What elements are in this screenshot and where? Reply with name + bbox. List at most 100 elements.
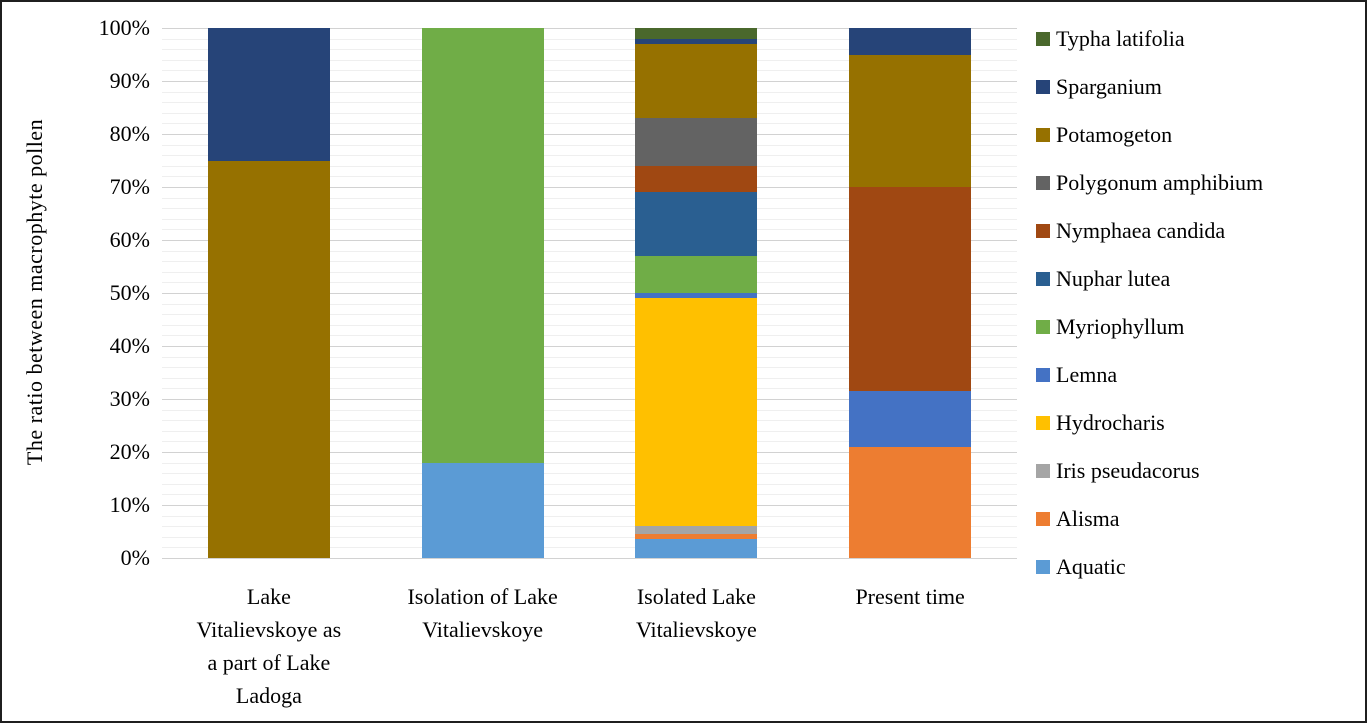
plot-area <box>162 28 1017 559</box>
bar-segment-iris-pseudacorus <box>635 526 758 535</box>
major-gridline <box>162 240 1017 241</box>
stacked-bar-lake-vitalievskoye-as-a-part-of-lake-ladoga <box>207 28 330 558</box>
y-axis-tick-label: 30% <box>109 386 150 411</box>
major-gridline <box>162 293 1017 294</box>
x-axis-label-present-time: Present time <box>795 580 1025 613</box>
legend-label: Iris pseudacorus <box>1056 458 1200 483</box>
minor-gridline <box>162 324 1017 326</box>
minor-gridline <box>162 494 1017 496</box>
minor-gridline <box>162 473 1017 475</box>
minor-gridline <box>162 176 1017 178</box>
x-axis-label-line: Ladoga <box>235 683 302 708</box>
minor-gridline <box>162 70 1017 72</box>
legend-label: Alisma <box>1056 506 1120 531</box>
legend-label: Potamogeton <box>1056 122 1173 147</box>
legend-swatch-icon <box>1036 80 1050 94</box>
legend-label: Hydrocharis <box>1056 410 1165 435</box>
x-axis-label-line: Isolation of Lake <box>407 584 558 609</box>
minor-gridline <box>162 155 1017 157</box>
legend-item-polygonum-amphibium: Polygonum amphibium <box>1036 169 1263 197</box>
minor-gridline <box>162 547 1017 549</box>
x-axis-label-line: Lake <box>246 584 291 609</box>
minor-gridline <box>162 462 1017 464</box>
bar-segment-potamogeton <box>635 43 758 119</box>
minor-gridline <box>162 49 1017 51</box>
y-axis-tick-label: 40% <box>109 333 150 358</box>
minor-gridline <box>162 102 1017 104</box>
bar-segment-nuphar-lutea <box>635 192 758 256</box>
legend-swatch-icon <box>1036 32 1050 46</box>
minor-gridline <box>162 409 1017 411</box>
minor-gridline <box>162 420 1017 422</box>
minor-gridline <box>162 271 1017 273</box>
bar-segment-aquatic <box>421 462 544 558</box>
legend-item-nymphaea-candida: Nymphaea candida <box>1036 217 1225 245</box>
legend-swatch-icon <box>1036 224 1050 238</box>
x-axis-label-isolation-of-lake-vitalievskoye: Isolation of Lake Vitalievskoye <box>368 580 598 646</box>
y-axis-tick-label: 0% <box>120 545 150 570</box>
minor-gridline <box>162 515 1017 517</box>
legend-item-sparganium: Sparganium <box>1036 73 1162 101</box>
minor-gridline <box>162 197 1017 199</box>
y-axis-tick-label: 80% <box>109 121 150 146</box>
major-gridline <box>162 452 1017 453</box>
bar-segment-nymphaea-candida <box>849 187 972 392</box>
minor-gridline <box>162 208 1017 210</box>
legend-label: Nuphar lutea <box>1056 266 1171 291</box>
minor-gridline <box>162 261 1017 263</box>
y-axis-tick-label: 70% <box>109 174 150 199</box>
legend-label: Lemna <box>1056 362 1118 387</box>
legend-label: Typha latifolia <box>1056 26 1185 51</box>
bar-segment-aquatic <box>635 539 758 558</box>
legend-item-potamogeton: Potamogeton <box>1036 121 1172 149</box>
legend-swatch-icon <box>1036 464 1050 478</box>
x-axis-label-line: Vitalievskoye <box>635 617 757 642</box>
minor-gridline <box>162 526 1017 528</box>
minor-gridline <box>162 367 1017 369</box>
y-axis-tick-label: 60% <box>109 227 150 252</box>
legend-swatch-icon <box>1036 560 1050 574</box>
major-gridline <box>162 134 1017 135</box>
minor-gridline <box>162 218 1017 220</box>
major-gridline <box>162 187 1017 188</box>
bar-segment-potamogeton <box>207 160 330 558</box>
legend-swatch-icon <box>1036 176 1050 190</box>
legend-label: Polygonum amphibium <box>1056 170 1264 195</box>
bar-segment-sparganium <box>635 38 758 44</box>
x-axis-label-line: Vitalievskoye as <box>196 617 342 642</box>
x-axis-label-isolated-lake-vitalievskoye: Isolated Lake Vitalievskoye <box>581 580 811 646</box>
bar-segment-polygonum-amphibium <box>635 118 758 166</box>
legend-label: Sparganium <box>1056 74 1162 99</box>
legend-item-hydrocharis: Hydrocharis <box>1036 409 1165 437</box>
legend-swatch-icon <box>1036 512 1050 526</box>
x-axis-label-line: Vitalievskoye <box>422 617 544 642</box>
x-axis-label-line: Isolated Lake <box>636 584 756 609</box>
bar-segment-myriophyllum <box>635 255 758 294</box>
legend-label: Nymphaea candida <box>1056 218 1226 243</box>
minor-gridline <box>162 165 1017 167</box>
bar-segment-lemna <box>849 391 972 447</box>
minor-gridline <box>162 144 1017 146</box>
bar-segment-alisma <box>849 446 972 558</box>
minor-gridline <box>162 430 1017 432</box>
bar-segment-alisma <box>635 534 758 540</box>
minor-gridline <box>162 314 1017 316</box>
stacked-bar-present-time <box>849 28 972 558</box>
bar-segment-typha-latifolia <box>635 28 758 39</box>
x-axis-label-line: Present time <box>855 584 965 609</box>
legend-swatch-icon <box>1036 272 1050 286</box>
minor-gridline <box>162 282 1017 284</box>
bar-segment-hydrocharis <box>635 298 758 527</box>
minor-gridline <box>162 229 1017 231</box>
minor-gridline <box>162 303 1017 305</box>
y-axis-tick-label: 50% <box>109 280 150 305</box>
minor-gridline <box>162 483 1017 485</box>
legend-item-alisma: Alisma <box>1036 505 1120 533</box>
major-gridline <box>162 399 1017 400</box>
legend-label: Myriophyllum <box>1056 314 1185 339</box>
bar-segment-lemna <box>635 293 758 299</box>
minor-gridline <box>162 123 1017 125</box>
legend-swatch-icon <box>1036 368 1050 382</box>
stacked-bar-isolation-of-lake-vitalievskoye <box>421 28 544 558</box>
legend-swatch-icon <box>1036 320 1050 334</box>
